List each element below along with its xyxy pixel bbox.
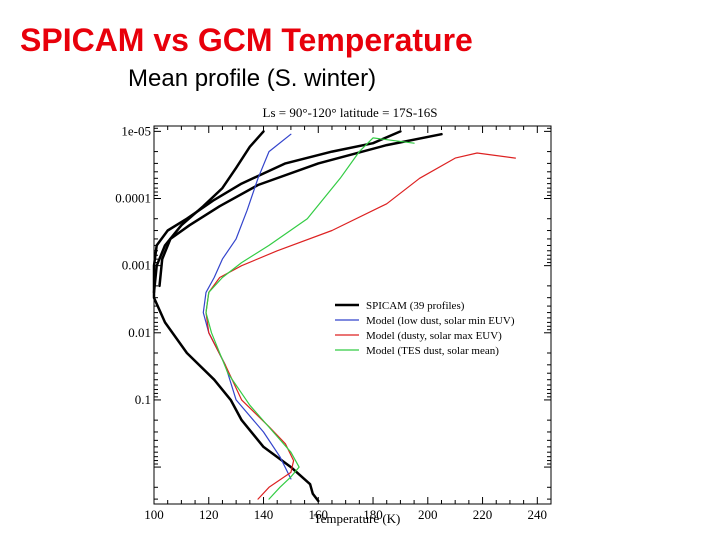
- slide-title: SPICAM vs GCM Temperature: [20, 22, 473, 58]
- plot-frame: [153, 125, 552, 505]
- x-tick-label: 140: [254, 507, 274, 522]
- x-tick-label: 240: [528, 507, 548, 522]
- chart-title: Ls = 90°-120° latitude = 17S-16S: [263, 105, 438, 120]
- legend-label-0: SPICAM (39 profiles): [366, 300, 465, 312]
- series-line-0: [152, 130, 402, 503]
- legend-label-4: Model (dusty, solar max EUV): [366, 330, 502, 342]
- series-line-2: [152, 130, 265, 294]
- y-tick-label: 1e-05: [121, 123, 151, 138]
- legend-label-5: Model (TES dust, solar mean): [366, 345, 499, 357]
- y-tick-label: 0.01: [128, 325, 151, 340]
- temperature-profile-chart: Ls = 90°-120° latitude = 17S-16S 100 120 1…: [115, 105, 552, 526]
- y-tick-label: 0.1: [135, 392, 151, 407]
- x-tick-label: 100: [144, 507, 164, 522]
- slide-subtitle: Mean profile (S. winter): [128, 65, 377, 92]
- x-tick-label: 120: [199, 507, 219, 522]
- x-tick-label: 200: [418, 507, 438, 522]
- series-line-3: [202, 133, 292, 480]
- series-line-1: [158, 132, 443, 288]
- y-tick-label: 0.0001: [115, 191, 151, 206]
- x-tick-label: 160: [309, 507, 329, 522]
- x-tick-label: 180: [363, 507, 383, 522]
- y-tick-label: 0.001: [122, 258, 151, 273]
- series-line-5: [205, 137, 415, 500]
- legend-label-3: Model (low dust, solar min EUV): [366, 315, 515, 327]
- x-axis-label: Temperature (K): [314, 511, 401, 526]
- x-tick-label: 220: [473, 507, 493, 522]
